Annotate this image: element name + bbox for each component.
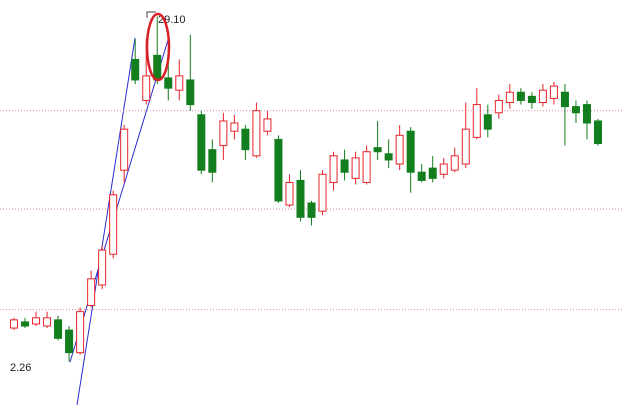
candle-body [538, 89, 547, 104]
candle-body [373, 147, 382, 153]
candle-body [54, 319, 63, 339]
candle-body [65, 329, 74, 354]
candle-body [32, 317, 41, 325]
candle-body [560, 91, 569, 108]
candle-body [406, 130, 415, 173]
candle-body [21, 321, 30, 327]
candle-body [450, 155, 459, 171]
candle-body [351, 157, 360, 179]
candle-body [241, 128, 250, 151]
candle-body [494, 99, 503, 114]
candle-body [43, 317, 52, 327]
candle-body [10, 319, 18, 329]
candle-body [263, 118, 272, 132]
candle-body [318, 173, 327, 212]
candle-body [461, 128, 470, 165]
candle-body [109, 194, 118, 255]
candle-body [483, 114, 492, 130]
candle-body [153, 54, 162, 81]
candle-body [87, 278, 96, 306]
candle-body [307, 202, 316, 218]
candle-body [76, 311, 85, 354]
candle-body [472, 104, 481, 138]
trend-line [69, 39, 169, 363]
candle-body [285, 181, 294, 206]
candle-body [274, 138, 283, 202]
candle-body [186, 79, 195, 106]
candle-body [219, 120, 228, 147]
low-label: 2.26 [10, 362, 31, 374]
candle-body [329, 155, 338, 183]
candle-body [384, 153, 393, 161]
candle-body [120, 128, 129, 171]
candle-body [594, 120, 602, 145]
candle-body [208, 149, 217, 173]
candle-body [428, 167, 437, 179]
candle-body [164, 77, 173, 89]
candle-body [516, 91, 525, 101]
candle-body [197, 114, 206, 171]
candle-body [582, 104, 591, 124]
candle-body [439, 163, 448, 175]
candle-body [131, 58, 140, 81]
candle-body [252, 110, 261, 157]
candle-body [142, 75, 151, 101]
candle-body [417, 171, 426, 181]
candle-body [549, 85, 558, 99]
candle-body [362, 151, 371, 183]
peak-marker [146, 11, 156, 18]
candle-body [230, 122, 239, 132]
candle-body [505, 91, 514, 104]
candle-body [340, 159, 349, 173]
candle-body [296, 179, 305, 218]
candle-body [98, 249, 107, 286]
trend-line [76, 37, 136, 406]
candle-body [571, 106, 580, 114]
highlight-circle [145, 12, 171, 82]
candle-body [395, 134, 404, 165]
candle-body [175, 75, 184, 91]
candle-body [527, 95, 536, 104]
